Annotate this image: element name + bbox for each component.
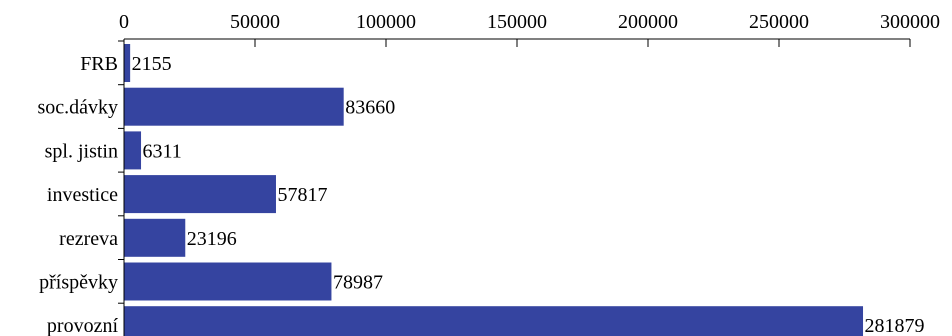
x-tick-label: 150000 xyxy=(487,11,547,33)
bar xyxy=(124,218,186,257)
category-label: FRB xyxy=(80,53,118,75)
category-label: investice xyxy=(47,184,118,206)
value-label: 23196 xyxy=(187,228,237,250)
value-label: 2155 xyxy=(132,53,172,75)
value-label: 281879 xyxy=(865,315,925,336)
bar xyxy=(124,175,276,214)
y-axis: FRB soc.dávky spl. jistin investice rezreva p… xyxy=(37,39,125,336)
bar xyxy=(124,87,344,126)
value-label: 83660 xyxy=(345,97,395,119)
category-label: rezreva xyxy=(59,228,118,250)
value-label: 57817 xyxy=(277,184,327,206)
category-label: provozní xyxy=(47,315,119,336)
x-tick-label: 0 xyxy=(119,11,129,33)
x-tick-label: 250000 xyxy=(749,11,809,33)
bar xyxy=(124,131,142,170)
x-tick-label: 200000 xyxy=(618,11,678,33)
x-tick-label: 300000 xyxy=(880,11,940,33)
bar xyxy=(124,306,864,336)
value-label: 78987 xyxy=(333,272,383,294)
x-axis: 0 50000 100000 150000 200000 250000 300000 xyxy=(119,11,940,47)
x-tick-label: 100000 xyxy=(356,11,416,33)
category-label: spl. jistin xyxy=(45,140,118,162)
category-label: soc.dávky xyxy=(37,97,118,119)
value-label: 6311 xyxy=(143,140,182,162)
x-tick-label: 50000 xyxy=(230,11,280,33)
category-label: příspěvky xyxy=(39,272,118,294)
bar xyxy=(124,262,332,301)
bar xyxy=(124,44,131,82)
bars: 2155 83660 6311 57817 23196 78987 281879 xyxy=(124,44,925,336)
